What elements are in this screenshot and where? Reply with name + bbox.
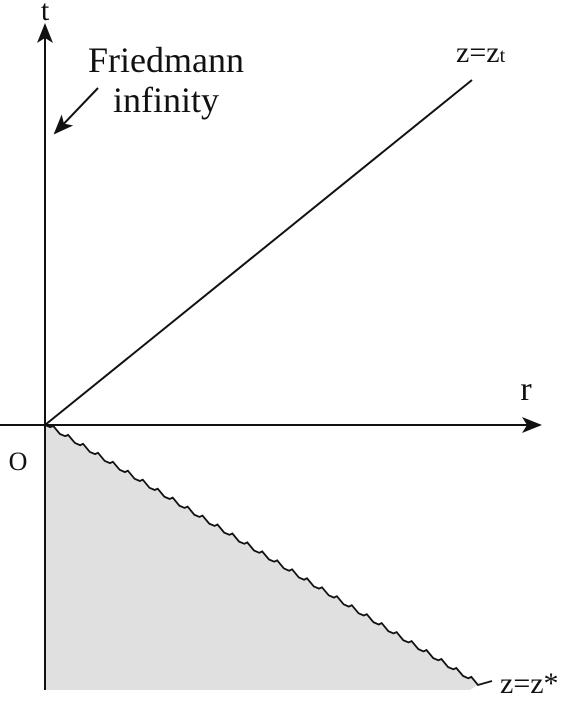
lower-line-label: z=z* (500, 667, 559, 700)
r-label: r (520, 371, 532, 408)
origin-label: O (9, 447, 28, 476)
label-main: z=z (456, 36, 500, 69)
upper-line (44, 79, 473, 426)
label-sub: t (500, 45, 506, 67)
t-label: t (41, 0, 50, 27)
annotation-line: infinity (113, 80, 219, 120)
shaded-region (45, 425, 478, 690)
upper-line-label: z=zt (456, 36, 506, 69)
annotation-line: Friedmann (88, 40, 244, 80)
zigzag-boundary (44, 424, 493, 687)
annotation-arrow (53, 87, 99, 135)
